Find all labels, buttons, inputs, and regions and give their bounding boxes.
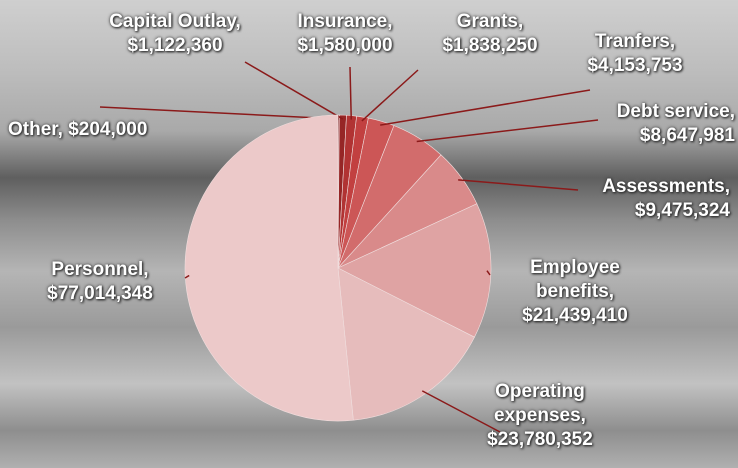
data-label: Personnel, $77,014,348 <box>10 258 190 306</box>
data-label: Employee benefits, $21,439,410 <box>495 256 655 328</box>
leader-line <box>362 70 418 121</box>
category-label: Insurance, <box>297 11 392 32</box>
leader-line <box>350 67 351 120</box>
data-label: Debt service, $8,647,981 <box>585 100 735 148</box>
data-label: Operating expenses, $23,780,352 <box>470 380 610 452</box>
category-label: Tranfers, <box>595 31 675 52</box>
value-label: $21,439,410 <box>522 305 628 326</box>
category-label: Employee benefits, <box>530 257 620 302</box>
category-label: Assessments, <box>602 176 730 197</box>
data-label: Assessments, $9,475,324 <box>570 175 730 223</box>
value-label: $4,153,753 <box>587 55 682 76</box>
category-label: Operating expenses, <box>494 381 586 426</box>
data-label: Other, $204,000 <box>8 118 268 142</box>
category-label: Personnel, <box>51 259 148 280</box>
pie-slice <box>185 115 353 421</box>
value-label: $1,838,250 <box>442 35 537 56</box>
data-label: Tranfers, $4,153,753 <box>560 30 710 78</box>
category-label: Other, <box>8 119 63 140</box>
value-label: $23,780,352 <box>487 429 593 450</box>
data-label: Capital Outlay, $1,122,360 <box>75 10 275 58</box>
category-label: Capital Outlay, <box>109 11 241 32</box>
value-label: $8,647,981 <box>640 125 735 146</box>
leader-line <box>417 120 598 141</box>
category-label: Grants, <box>457 11 524 32</box>
value-label: $1,122,360 <box>127 35 222 56</box>
leader-line <box>458 180 578 190</box>
value-label: $77,014,348 <box>47 283 153 304</box>
leader-line <box>245 62 343 119</box>
page: (() => { const data = JSON.parse(documen… <box>0 0 738 468</box>
leader-line <box>380 90 590 125</box>
data-label: Grants, $1,838,250 <box>420 10 560 58</box>
value-label: $9,475,324 <box>635 200 730 221</box>
category-label: Debt service, <box>617 101 735 122</box>
value-label: $1,580,000 <box>297 35 392 56</box>
data-label: Insurance, $1,580,000 <box>265 10 425 58</box>
value-label: $204,000 <box>68 119 147 140</box>
